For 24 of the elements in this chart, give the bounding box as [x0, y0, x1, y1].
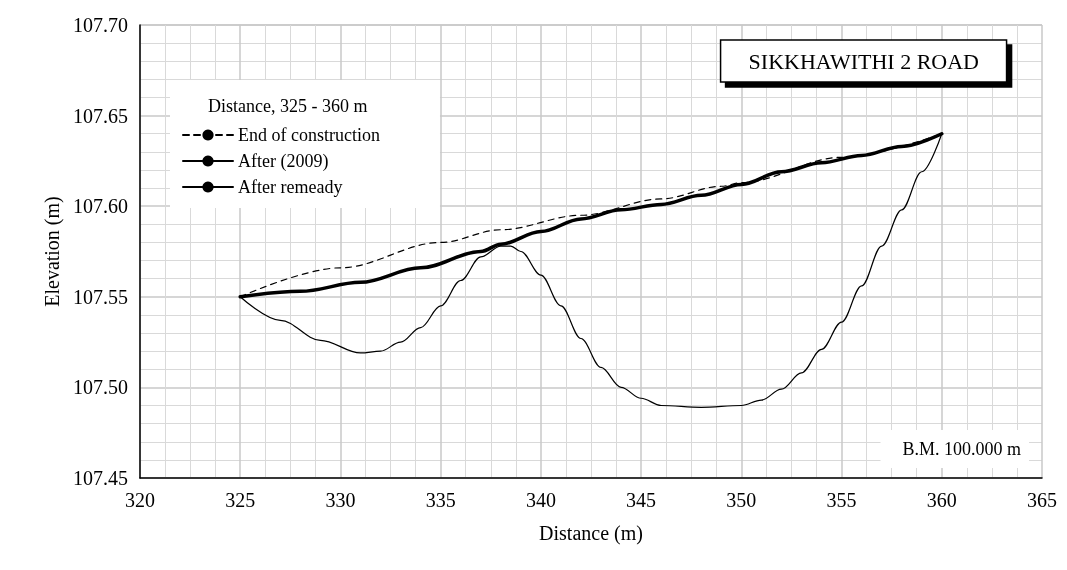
x-tick-label: 355: [826, 489, 857, 511]
y-tick-label: 107.50: [73, 376, 128, 399]
x-tick-label: 360: [926, 489, 957, 511]
y-tick-label: 107.55: [73, 285, 128, 308]
legend-label: After remeady: [238, 177, 343, 197]
y-tick-label: 107.45: [73, 467, 128, 489]
text: SIKKHAWITHI 2 ROAD: [748, 48, 980, 74]
legend-label: End of construction: [238, 125, 380, 145]
legend-title: Distance, 325 - 360 m: [208, 96, 368, 116]
x-tick-label: 365: [1027, 489, 1057, 511]
x-tick-label: 335: [425, 489, 456, 511]
x-axis-title: Distance (m): [539, 522, 643, 545]
x-tick-label: 325: [225, 489, 256, 511]
x-tick-label: 345: [626, 489, 657, 511]
x-tick-label: 340: [525, 489, 556, 511]
x-tick-label: 350: [726, 489, 757, 511]
y-tick-label: 107.70: [73, 14, 128, 36]
y-axis-title: Elevation (m): [41, 196, 65, 307]
x-tick-label: 330: [325, 489, 356, 511]
x-tick-label: 320: [125, 489, 155, 511]
y-tick-label: 107.60: [73, 195, 128, 218]
y-tick-label: 107.65: [73, 104, 128, 127]
legend-label: After (2009): [238, 151, 329, 172]
annotation: B.M. 100.000 m: [902, 439, 1021, 459]
